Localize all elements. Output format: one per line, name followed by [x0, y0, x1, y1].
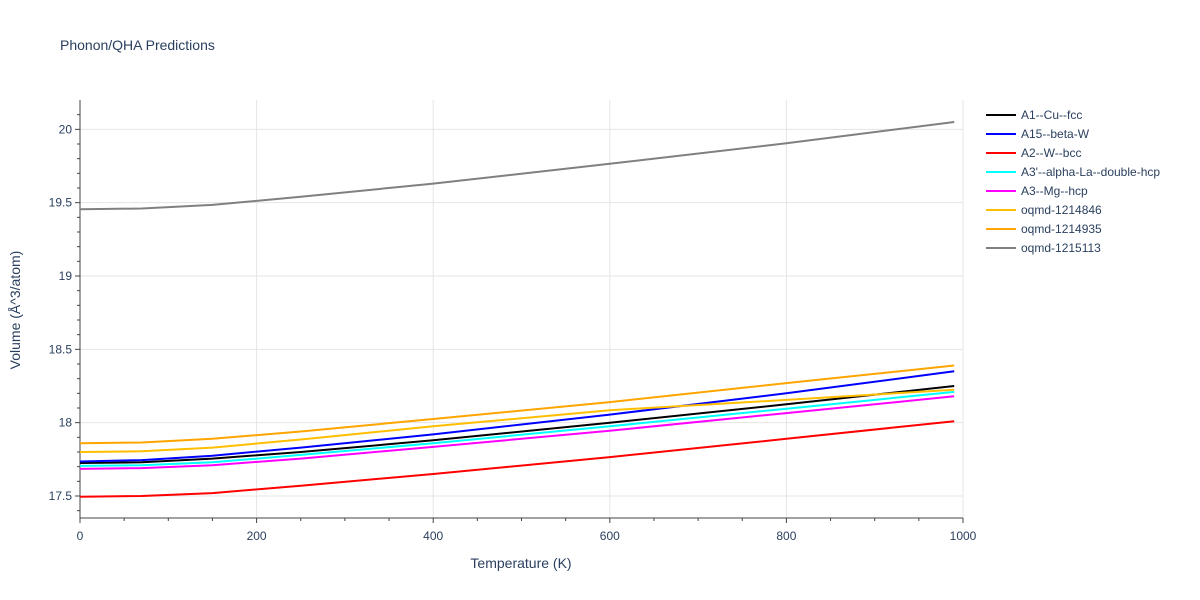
legend[interactable]: A1--Cu--fcc A15--beta-W A2--W--bcc A3'--alp…: [986, 108, 1160, 255]
series-line-3: [79, 390, 955, 467]
x-tick-label: 800: [776, 529, 796, 543]
legend-label: A3--Mg--hcp: [1021, 184, 1088, 198]
legend-item-4[interactable]: A3--Mg--hcp: [986, 184, 1088, 198]
legend-item-1[interactable]: A15--beta-W: [986, 127, 1090, 141]
y-tick-label: 18.5: [49, 342, 73, 356]
legend-label: oqmd-1215113: [1021, 241, 1101, 255]
legend-label: A15--beta-W: [1021, 127, 1090, 141]
x-tick-label: 1000: [950, 529, 977, 543]
x-tick-label: 0: [77, 529, 84, 543]
y-axis-title: Volume (Å^3/atom): [7, 251, 23, 370]
chart-title: Phonon/QHA Predictions: [60, 37, 215, 53]
y-tick-label: 17.5: [49, 489, 73, 503]
legend-label: oqmd-1214935: [1021, 222, 1102, 236]
y-tick-label: 18: [59, 416, 73, 430]
legend-item-2[interactable]: A2--W--bcc: [986, 146, 1081, 160]
x-axis-title: Temperature (K): [470, 555, 571, 571]
legend-item-0[interactable]: A1--Cu--fcc: [986, 108, 1082, 122]
grid-layer: [80, 100, 964, 518]
legend-label: A2--W--bcc: [1021, 146, 1081, 160]
series-line-2: [79, 420, 955, 498]
x-tick-label: 600: [600, 529, 620, 543]
series-line-5: [79, 388, 955, 453]
series-line-4: [79, 395, 955, 470]
legend-item-5[interactable]: oqmd-1214846: [986, 203, 1102, 217]
y-tick-label: 19.5: [49, 196, 73, 210]
legend-item-3[interactable]: A3'--alpha-La--double-hcp: [986, 165, 1160, 179]
x-tick-label: 400: [423, 529, 443, 543]
series-line-7: [79, 121, 955, 211]
legend-label: A1--Cu--fcc: [1021, 108, 1082, 122]
y-tick-label: 20: [59, 122, 73, 136]
legend-item-6[interactable]: oqmd-1214935: [986, 222, 1102, 236]
legend-label: oqmd-1214846: [1021, 203, 1102, 217]
legend-item-7[interactable]: oqmd-1215113: [986, 241, 1101, 255]
x-tick-label: 200: [247, 529, 267, 543]
y-tick-label: 19: [59, 269, 73, 283]
legend-label: A3'--alpha-La--double-hcp: [1021, 165, 1160, 179]
series-layer: [79, 121, 955, 498]
series-line-1: [79, 370, 955, 463]
series-line-6: [79, 364, 955, 445]
series-line-0: [79, 385, 955, 464]
